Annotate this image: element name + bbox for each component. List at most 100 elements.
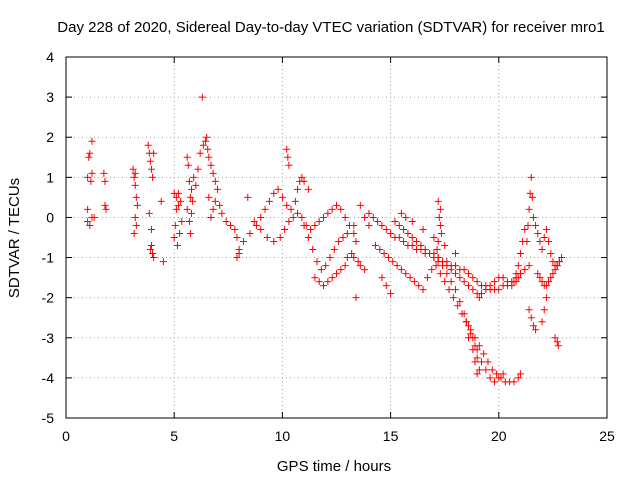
x-tick-label: 20 — [491, 428, 507, 444]
data-point — [222, 217, 230, 225]
data-point — [211, 177, 219, 185]
data-point — [465, 322, 473, 330]
data-point — [397, 266, 405, 274]
data-point — [183, 205, 191, 213]
data-point — [456, 274, 464, 282]
data-point — [408, 217, 416, 225]
data-point — [307, 225, 315, 233]
data-point — [378, 221, 386, 229]
data-point — [133, 201, 141, 209]
data-point — [320, 282, 328, 290]
data-point — [510, 278, 518, 286]
data-point — [547, 250, 555, 258]
data-point — [441, 278, 449, 286]
data-point — [437, 229, 445, 237]
data-point — [540, 234, 548, 241]
data-point — [131, 181, 139, 189]
data-point — [553, 338, 561, 346]
data-point — [304, 234, 312, 241]
data-point — [410, 278, 418, 286]
data-point — [147, 165, 155, 173]
data-point — [300, 221, 308, 229]
data-point — [421, 246, 429, 254]
data-point — [516, 250, 524, 258]
data-point — [452, 286, 460, 294]
data-point — [532, 221, 540, 229]
data-point — [432, 262, 440, 270]
data-point — [551, 334, 559, 342]
data-point — [477, 290, 485, 298]
data-point — [209, 169, 217, 177]
data-point — [512, 270, 520, 278]
data-point — [130, 173, 138, 181]
data-point — [159, 258, 167, 266]
data-point — [341, 262, 349, 270]
data-point — [350, 229, 358, 237]
y-tick-label: -5 — [42, 410, 55, 426]
data-point — [525, 262, 533, 270]
data-point — [285, 161, 293, 169]
data-point — [265, 197, 273, 205]
data-point — [311, 274, 319, 282]
chart-title: Day 228 of 2020, Sidereal Day-to-day VTE… — [57, 19, 604, 36]
y-tick-label: 3 — [46, 89, 54, 105]
data-point — [283, 145, 291, 153]
x-tick-label: 5 — [170, 428, 178, 444]
data-point — [184, 161, 192, 169]
data-point — [508, 282, 516, 290]
data-point — [294, 209, 302, 217]
data-point — [408, 234, 416, 241]
data-point — [526, 189, 534, 197]
data-point — [84, 217, 92, 225]
data-point — [291, 197, 299, 205]
data-point — [205, 193, 213, 201]
data-point — [558, 254, 566, 262]
data-point — [328, 205, 336, 213]
data-point — [85, 153, 93, 161]
data-point — [175, 201, 183, 209]
data-point — [88, 137, 96, 145]
data-point — [239, 238, 247, 246]
data-point — [320, 213, 328, 221]
data-point — [131, 213, 139, 221]
y-tick-label: 0 — [46, 209, 54, 225]
data-point — [503, 278, 511, 286]
data-point — [484, 358, 492, 366]
data-point — [352, 294, 360, 302]
data-point — [207, 213, 215, 221]
data-point — [101, 177, 109, 185]
data-point — [549, 270, 557, 278]
data-point — [380, 250, 388, 258]
y-tick-label: -1 — [42, 250, 55, 266]
data-point — [348, 250, 356, 258]
data-point — [439, 258, 447, 266]
data-point — [454, 302, 462, 310]
data-point — [475, 294, 483, 302]
data-point — [382, 225, 390, 233]
data-point — [499, 274, 507, 282]
data-point — [84, 205, 92, 213]
data-point — [354, 258, 362, 266]
data-point — [469, 274, 477, 282]
data-point — [185, 177, 193, 185]
data-point — [510, 378, 518, 386]
data-point — [298, 173, 306, 181]
data-point — [188, 209, 196, 217]
data-point — [350, 221, 358, 229]
data-point — [278, 193, 286, 201]
data-point — [538, 318, 546, 326]
data-point — [287, 205, 295, 213]
data-point — [132, 193, 140, 201]
data-point — [521, 225, 529, 233]
data-point — [536, 274, 544, 282]
data-point — [528, 193, 536, 201]
data-point — [516, 370, 524, 378]
data-point — [365, 221, 373, 229]
data-point — [343, 229, 351, 237]
data-point — [149, 173, 157, 181]
data-point — [387, 290, 395, 298]
data-point — [460, 278, 468, 286]
data-point — [443, 262, 451, 270]
data-point — [465, 270, 473, 278]
data-point — [270, 189, 278, 197]
